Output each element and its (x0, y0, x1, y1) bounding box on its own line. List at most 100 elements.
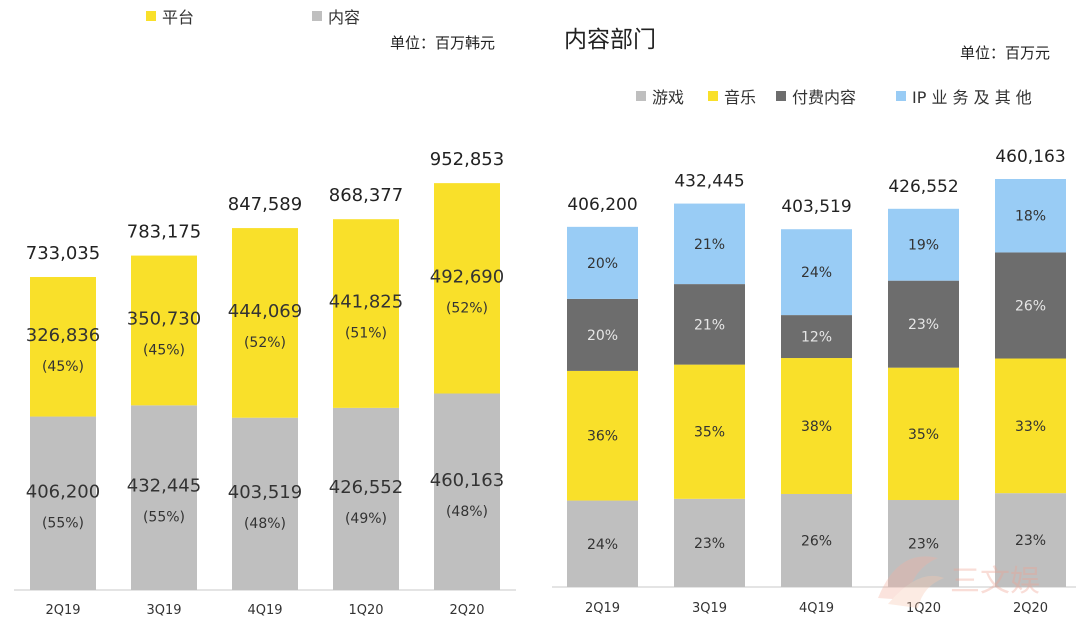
legend-label-ip-other: IP 业 务 及 其 他 (912, 88, 1032, 107)
bar-segment-paid-content (674, 284, 745, 365)
bar-segment-platform (333, 219, 399, 408)
pct-label-games: 23% (908, 537, 939, 553)
content-segment-chart: 内容部门 单位：百万元 游戏 音乐 付费内容 IP 业 务 及 其 他 24% 3… (548, 0, 1080, 622)
legend-swatch-content (312, 11, 322, 21)
legend-item-music: 音乐 (708, 84, 756, 108)
value-label-content: 460,163 (430, 470, 504, 491)
pct-label-platform: (45%) (143, 342, 185, 358)
pct-label-content: (48%) (446, 504, 488, 520)
bar-segment-content (333, 407, 399, 590)
legend-swatch-music (708, 91, 718, 101)
unit-label-left: 单位：百万韩元 (390, 34, 496, 52)
x-tick-label: 2Q20 (449, 603, 484, 618)
total-label: 460,163 (995, 147, 1065, 167)
bar-segment-ip-other (674, 203, 745, 285)
legend-label-paid-content: 付费内容 (792, 88, 857, 107)
legend-swatch-ip-other (896, 91, 906, 101)
pct-label-content: (55%) (143, 510, 185, 526)
bar-segment-ip-other (781, 229, 852, 316)
legend-label-platform: 平台 (162, 8, 195, 27)
bar-segment-music (888, 367, 959, 501)
bar-segment-platform (30, 276, 96, 417)
value-label-content: 406,200 (26, 481, 100, 502)
pct-label-content: (49%) (345, 511, 387, 527)
legend-swatch-paid-content (776, 91, 786, 101)
pct-label-content: (48%) (244, 516, 286, 532)
x-tick-label: 4Q19 (799, 601, 834, 616)
total-label: 432,445 (674, 172, 744, 192)
bar-segment-paid-content (888, 280, 959, 368)
bar-segment-games (674, 498, 745, 587)
bar-segment-music (567, 370, 638, 501)
legend-item-content: 内容 (312, 4, 360, 28)
bar-segment-content (232, 417, 298, 590)
bar-segment-games (995, 493, 1066, 587)
pct-label-platform: (51%) (345, 326, 387, 342)
bar-segment-content (131, 405, 197, 590)
bar-segment-music (674, 364, 745, 499)
pct-label-paid-content: 23% (908, 317, 939, 333)
pct-label-games: 24% (587, 537, 618, 553)
x-tick-label: 1Q20 (906, 601, 941, 616)
value-label-platform: 492,690 (430, 266, 504, 287)
bar-segment-platform (131, 255, 197, 406)
pct-label-platform: (52%) (244, 335, 286, 351)
bar-segment-music (781, 358, 852, 494)
total-label: 403,519 (781, 197, 851, 217)
value-label-platform: 444,069 (228, 301, 302, 322)
watermark-swirl-icon (878, 556, 944, 608)
value-label-platform: 350,730 (127, 308, 201, 329)
watermark-text: 三文娱 (950, 564, 1040, 599)
pct-label-games: 26% (801, 533, 832, 549)
bar-segment-music (995, 358, 1066, 494)
chart-title-content-segment: 内容部门 (564, 27, 656, 53)
bar-segment-content (434, 393, 500, 590)
x-tick-label: 3Q19 (146, 603, 181, 618)
legend-label-games: 游戏 (652, 88, 685, 107)
bar-segment-ip-other (567, 226, 638, 299)
value-label-content: 403,519 (228, 482, 302, 503)
pct-label-games: 23% (694, 536, 725, 552)
pct-label-ip-other: 18% (1015, 209, 1046, 225)
pct-label-games: 23% (1015, 533, 1046, 549)
pct-label-music: 36% (587, 429, 618, 445)
bar-segment-content (30, 416, 96, 590)
unit-label-right: 单位：百万元 (960, 44, 1051, 62)
bar-segment-games (888, 500, 959, 587)
pct-label-paid-content: 12% (801, 330, 832, 346)
bar-segment-ip-other (995, 179, 1066, 253)
pct-label-paid-content: 26% (1015, 298, 1046, 314)
pct-label-paid-content: 20% (587, 328, 618, 344)
legend-swatch-platform (146, 11, 156, 21)
bar-segment-ip-other (888, 208, 959, 281)
watermark-logo: 三文娱 (868, 538, 1068, 618)
pct-label-ip-other: 20% (587, 256, 618, 272)
right-stacked-bar-chart: 24% 36% 20% 20% 406,200 2Q19 23% 35% 21% 21% 432,4… (552, 147, 1076, 616)
pct-label-music: 38% (801, 419, 832, 435)
platform-content-revenue-chart: 平台 内容 单位：百万韩元 406,200 (55%) 326,836 (45%) 73… (14, 4, 516, 618)
legend-item-platform: 平台 (146, 4, 194, 28)
total-label: 952,853 (430, 149, 504, 170)
pct-label-music: 33% (1015, 419, 1046, 435)
legend-item-games: 游戏 (636, 84, 684, 108)
total-label: 847,589 (228, 194, 302, 215)
x-tick-label: 1Q20 (348, 603, 383, 618)
bar-segment-platform (232, 228, 298, 418)
bar-segment-games (781, 493, 852, 587)
x-tick-label: 4Q19 (247, 603, 282, 618)
pct-label-platform: (45%) (42, 359, 84, 375)
pct-label-paid-content: 21% (694, 317, 725, 333)
pct-label-music: 35% (694, 425, 725, 441)
bar-segment-platform (434, 183, 500, 394)
legend-label-content: 内容 (328, 8, 361, 27)
bar-segment-paid-content (995, 252, 1066, 359)
total-label: 426,552 (888, 177, 958, 197)
total-label: 733,035 (26, 243, 100, 264)
pct-label-content: (55%) (42, 515, 84, 531)
value-label-platform: 326,836 (26, 325, 100, 346)
pct-label-ip-other: 21% (694, 237, 725, 253)
total-label: 783,175 (127, 222, 201, 243)
x-tick-label: 2Q20 (1013, 601, 1048, 616)
bar-segment-paid-content (567, 298, 638, 371)
pct-label-platform: (52%) (446, 300, 488, 316)
